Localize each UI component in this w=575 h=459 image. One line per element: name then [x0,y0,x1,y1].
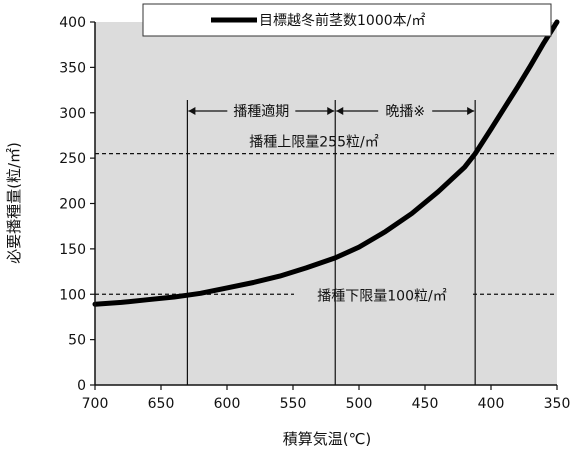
y-tick-label: 250 [59,151,86,167]
series-layer [92,19,560,307]
y-tick-label: 100 [59,287,86,303]
reference-line-label: 播種上限量255粒/㎡ [249,135,378,151]
y-tick-label: 200 [59,197,86,213]
y-tick-label: 0 [77,378,86,394]
x-tick-label: 350 [544,396,571,412]
range-arrow-head [188,107,196,115]
x-tick-label: 450 [412,396,439,412]
range-arrow-head [467,107,475,115]
y-tick-label: 150 [59,242,86,258]
legend: 目標越冬前茎数1000本/㎡ [142,3,552,37]
y-tick-label: 50 [68,333,86,349]
range-arrow-head [327,107,335,115]
legend-entry: 目標越冬前茎数1000本/㎡ [259,12,425,29]
y-tick-label: 400 [59,15,86,31]
range-annotations: 播種適期 晩播※ [188,103,475,120]
reference-label-bg [226,131,402,152]
x-tick-label: 500 [346,396,373,412]
plot-background [95,22,557,385]
y-tick-label: 350 [59,60,86,76]
range-arrow-head [336,107,344,115]
y-tick-label: 300 [59,106,86,122]
x-axis-title: 積算気温(℃) [283,430,372,448]
axes: 0 50 100 150 200 250 300 350 400 700 650 600 550 500 4… [59,15,570,412]
x-tick-label: 400 [478,396,505,412]
x-tick-label: 650 [148,396,175,412]
x-tick-label: 600 [214,396,241,412]
x-tick-label: 550 [280,396,307,412]
x-tick-label: 700 [82,396,109,412]
range-label: 晩播※ [385,104,425,120]
y-axis-title: 必要播種量(粒/㎡) [5,142,23,264]
reference-line-label: 播種下限量100粒/㎡ [317,288,446,304]
reference-label-bg [294,285,470,306]
range-label: 播種適期 [233,103,289,120]
series-line [92,19,560,307]
vertical-lines [186,100,476,385]
